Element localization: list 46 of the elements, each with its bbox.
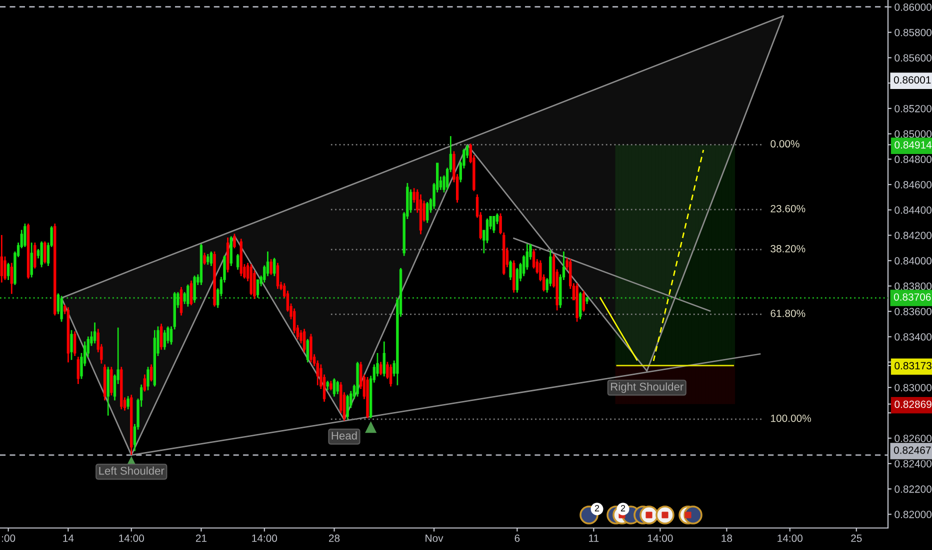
series-label: 61.80%	[770, 310, 806, 318]
y-tick-label: 0.82200	[894, 485, 932, 493]
y-tick-label: 0.85600	[894, 54, 932, 62]
series-label: 0.00%	[770, 140, 800, 148]
x-tick-label: 14:00	[648, 534, 673, 542]
y-tick-label: 0.83000	[894, 384, 932, 392]
y-tick-label: 0.85200	[894, 104, 932, 112]
y-tick-label: 0.85000	[894, 130, 932, 138]
series-label: 100.00%	[771, 414, 811, 422]
x-tick-label: Nov	[426, 534, 444, 542]
x-tick-label: 6	[514, 534, 520, 542]
x-tick-label: 18	[722, 534, 732, 542]
ref-line-label: 0.82467	[894, 446, 931, 454]
annotation: 2	[594, 505, 600, 512]
annotation: 2	[620, 505, 626, 512]
x-tick-label: 14	[63, 534, 74, 542]
series-label: 38.20%	[770, 245, 806, 252]
x-tick-label: 11	[589, 534, 599, 542]
y-tick-label: 0.84000	[894, 257, 932, 265]
y-tick-label: 0.82869	[894, 400, 932, 408]
text: 0.86001	[894, 76, 931, 84]
y-tick-label: 0.84600	[894, 181, 932, 188]
series-label: 23.60%	[770, 204, 806, 212]
y-tick-label: 0.82400	[894, 460, 932, 468]
y-tick-label: 0.83800	[894, 282, 932, 290]
x-tick-label: 14:00	[119, 534, 144, 542]
y-tick-label: 0.84800	[894, 156, 932, 164]
x-tick-label: 14:00	[778, 534, 803, 542]
y-tick-label: 0.83600	[894, 308, 932, 316]
y-tick-label: 0.82600	[894, 434, 932, 442]
y-tick-label: 0.83173	[894, 362, 932, 370]
y-tick-label: 0.84400	[894, 206, 932, 214]
x-tick-label: :00	[2, 534, 16, 542]
annotation: Head	[332, 431, 357, 440]
y-tick-label: 0.86000	[894, 3, 932, 11]
y-tick-label: 0.83400	[894, 333, 932, 341]
y-tick-label: 0.84914	[894, 141, 932, 149]
x-tick-label: 14:00	[252, 534, 278, 542]
x-tick-label: 21	[196, 534, 206, 542]
y-tick-label: 0.84200	[894, 232, 932, 240]
ref-line-label: 0.83706	[894, 293, 931, 301]
y-tick-label: 0.85800	[894, 28, 932, 36]
x-tick-label: 28	[328, 534, 340, 542]
x-tick-label: 25	[851, 534, 862, 542]
annotation: Left Shoulder	[99, 466, 164, 475]
y-tick-label: 0.82000	[894, 510, 932, 518]
